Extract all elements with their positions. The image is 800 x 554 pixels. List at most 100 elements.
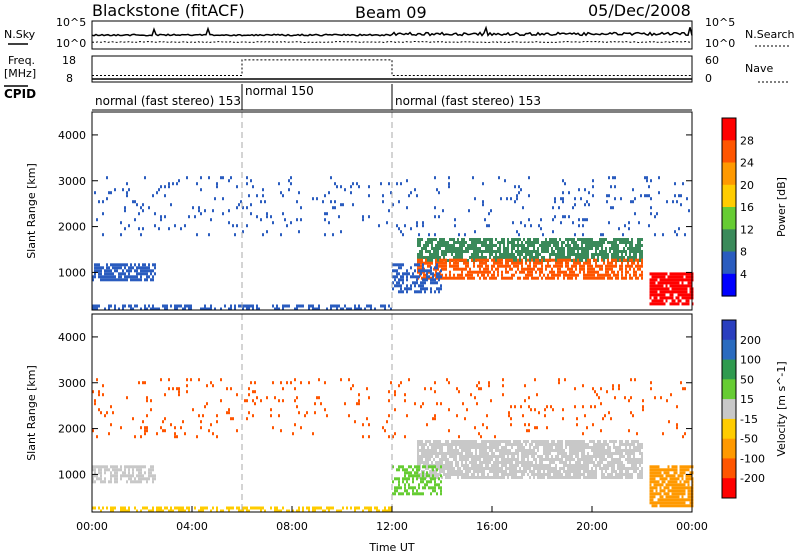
data-cell [180, 426, 182, 430]
data-cell [567, 250, 569, 253]
data-cell [687, 293, 690, 297]
data-cell [510, 405, 512, 409]
data-cell [561, 247, 563, 250]
data-cell [447, 259, 449, 262]
data-cell [541, 267, 543, 271]
data-cell [276, 307, 278, 311]
data-cell [368, 509, 370, 513]
data-cell [398, 281, 400, 285]
data-cell [527, 440, 529, 443]
data-cell [619, 458, 621, 461]
data-cell [524, 224, 526, 228]
data-cell [529, 261, 531, 265]
data-cell [388, 414, 390, 418]
data-cell [196, 182, 198, 186]
data-cell [455, 250, 457, 253]
data-cell [493, 270, 495, 274]
data-cell [557, 449, 559, 452]
data-cell [529, 270, 531, 274]
data-cell [418, 474, 420, 478]
data-cell [467, 264, 469, 268]
data-cell [553, 264, 555, 268]
data-cell [627, 247, 629, 250]
data-cell [653, 284, 656, 288]
data-cell [186, 384, 188, 388]
data-cell [535, 264, 537, 268]
data-cell [503, 276, 505, 280]
data-cell [679, 501, 682, 505]
data-cell [104, 275, 106, 279]
data-cell [138, 278, 140, 282]
data-cell [587, 253, 589, 256]
data-cell [477, 273, 479, 277]
data-cell [551, 267, 553, 271]
data-cell [108, 269, 110, 273]
data-cell [314, 307, 316, 311]
data-cell [543, 473, 545, 476]
data-cell [479, 443, 481, 446]
data-cell [673, 489, 676, 493]
data-cell [493, 250, 495, 253]
data-cell [98, 275, 100, 279]
data-cell [461, 449, 463, 452]
data-cell [445, 264, 447, 268]
data-cell [505, 247, 507, 250]
data-cell [98, 390, 100, 394]
data-cell [290, 221, 292, 225]
data-cell [539, 476, 541, 479]
data-cell [437, 247, 439, 250]
data-cell [533, 247, 535, 250]
data-cell [593, 464, 595, 467]
data-cell [176, 307, 178, 311]
data-cell [130, 304, 132, 308]
data-cell [679, 468, 682, 472]
data-cell [593, 267, 595, 271]
data-cell [136, 272, 138, 276]
data-cell [423, 256, 425, 259]
data-cell [503, 449, 505, 452]
data-cell [126, 182, 128, 186]
data-cell [687, 489, 690, 493]
data-cell [124, 474, 126, 478]
data-cell [408, 486, 410, 490]
data-cell [547, 452, 549, 455]
data-cell [522, 206, 524, 210]
data-cell [296, 200, 298, 204]
data-cell [284, 304, 286, 308]
data-cell [190, 307, 192, 311]
data-cell [527, 267, 529, 271]
data-cell [441, 244, 443, 247]
data-cell [102, 278, 104, 282]
data-cell [272, 304, 274, 308]
data-cell [657, 465, 660, 469]
data-cell [611, 464, 613, 467]
data-cell [435, 452, 437, 455]
data-cell [429, 452, 431, 455]
data-cell [419, 256, 421, 259]
data-cell [439, 256, 441, 259]
data-cell [661, 501, 664, 505]
cpid-label: CPID [4, 87, 36, 101]
data-cell [414, 290, 416, 294]
data-cell [613, 258, 615, 262]
data-cell [419, 458, 421, 461]
data-cell [561, 250, 563, 253]
data-cell [491, 241, 493, 244]
data-cell [390, 191, 392, 195]
data-cell [651, 495, 654, 499]
data-cell [651, 498, 654, 502]
data-cell [569, 253, 571, 256]
data-cell [574, 203, 576, 207]
data-cell [533, 458, 535, 461]
data-cell [467, 470, 469, 473]
data-cell [628, 221, 630, 225]
data-cell [489, 446, 491, 449]
data-cell [557, 470, 559, 473]
data-cell [471, 458, 473, 461]
data-cell [428, 486, 430, 490]
data-cell [575, 264, 577, 268]
data-cell [621, 253, 623, 256]
data-cell [577, 452, 579, 455]
data-cell [438, 477, 440, 481]
data-cell [417, 256, 419, 259]
